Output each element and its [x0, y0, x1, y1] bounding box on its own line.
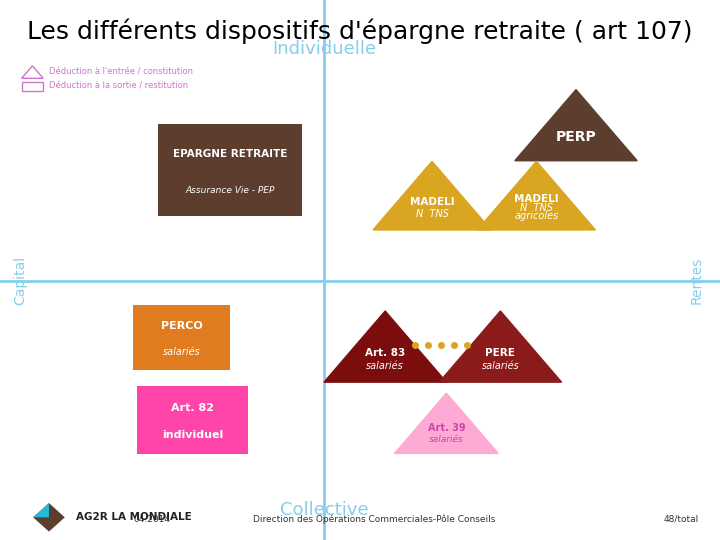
Text: Art. 39: Art. 39: [428, 423, 465, 434]
Text: N  TNS: N TNS: [520, 203, 553, 213]
Text: salariés: salariés: [163, 347, 201, 357]
Text: Art. 83: Art. 83: [365, 348, 405, 358]
Text: Les différents dispositifs d'épargne retraite ( art 107): Les différents dispositifs d'épargne ret…: [27, 19, 693, 44]
Polygon shape: [477, 161, 595, 230]
Text: Individuelle: Individuelle: [272, 39, 376, 58]
Text: MADELI: MADELI: [410, 197, 454, 207]
Text: Assurance Vie - PEP: Assurance Vie - PEP: [186, 186, 275, 195]
FancyBboxPatch shape: [158, 124, 302, 216]
Polygon shape: [33, 503, 49, 517]
Text: EPARGNE RETRAITE: EPARGNE RETRAITE: [174, 148, 287, 159]
Polygon shape: [33, 503, 65, 531]
Polygon shape: [395, 393, 498, 454]
Text: 48/total: 48/total: [663, 515, 698, 524]
Text: AG2R LA MONDIALE: AG2R LA MONDIALE: [76, 512, 192, 522]
Text: Rentes: Rentes: [690, 257, 704, 305]
Text: MADELI: MADELI: [514, 194, 559, 204]
Text: PERE: PERE: [485, 348, 516, 358]
Polygon shape: [439, 311, 562, 382]
Text: agricoles: agricoles: [514, 211, 559, 221]
Text: individuel: individuel: [162, 430, 223, 440]
Text: Déduction à la sortie / restitution: Déduction à la sortie / restitution: [49, 82, 188, 91]
FancyBboxPatch shape: [137, 386, 248, 454]
Polygon shape: [515, 90, 637, 161]
Text: Déduction à l'entrée / constitution: Déduction à l'entrée / constitution: [49, 68, 193, 77]
Text: Capital: Capital: [13, 256, 27, 305]
Text: Collective: Collective: [279, 501, 369, 519]
Polygon shape: [373, 161, 491, 230]
Text: Direction des Opérations Commerciales-Pôle Conseils: Direction des Opérations Commerciales-Pô…: [253, 514, 495, 524]
Text: salariés: salariés: [366, 361, 404, 370]
FancyBboxPatch shape: [133, 305, 230, 370]
Text: salariés: salariés: [482, 361, 519, 370]
Text: N  TNS: N TNS: [415, 209, 449, 219]
Polygon shape: [324, 311, 446, 382]
Text: Art. 82: Art. 82: [171, 403, 214, 413]
Text: 04.2014: 04.2014: [133, 515, 170, 524]
Text: PERP: PERP: [556, 130, 596, 144]
Text: PERCO: PERCO: [161, 321, 202, 331]
Text: salariés: salariés: [429, 435, 464, 444]
